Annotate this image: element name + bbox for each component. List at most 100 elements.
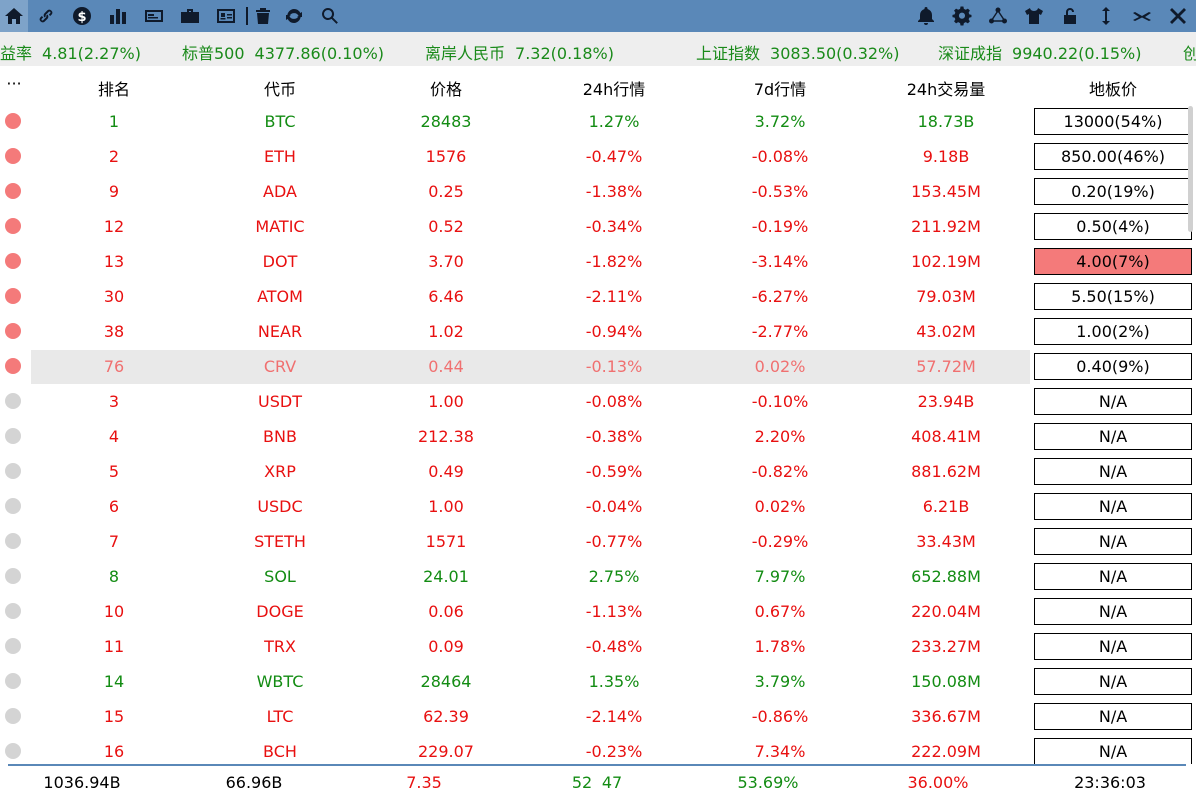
floor-price-field[interactable]: N/A (1034, 598, 1192, 625)
floor-price-field[interactable]: N/A (1034, 633, 1192, 660)
watch-dot-icon[interactable] (5, 743, 21, 759)
floor-price-field[interactable]: N/A (1034, 458, 1192, 485)
watch-dot-icon[interactable] (5, 113, 21, 129)
table-row[interactable]: 16 BCH 229.07 -0.23% 7.34% 222.09M N/A (0, 734, 1196, 764)
change-7d-cell: 0.67% (754, 602, 806, 621)
table-row[interactable]: 14 WBTC 28464 1.35% 3.79% 150.08M N/A (0, 664, 1196, 699)
ticker-item[interactable]: 标普500 4377.86(0.10%) (182, 40, 384, 64)
watch-dot-icon[interactable] (5, 498, 21, 514)
table-row[interactable]: 30 ATOM 6.46 -2.11% -6.27% 79.03M 5.50(15%) (0, 279, 1196, 314)
floor-price-field[interactable]: 1.00(2%) (1034, 318, 1192, 345)
theme-button[interactable] (1016, 0, 1052, 32)
change-7d-cell: 7.97% (754, 567, 806, 586)
watch-dot-icon[interactable] (5, 148, 21, 164)
delete-button[interactable] (250, 0, 276, 32)
rank-cell: 1 (108, 112, 120, 131)
header-volume-24h[interactable]: 24h交易量 (906, 80, 986, 99)
ticker-item[interactable]: 深证成指 9940.22(0.15%) (938, 40, 1142, 64)
table-row[interactable]: 38 NEAR 1.02 -0.94% -2.77% 43.02M 1.00(2%) (0, 314, 1196, 349)
dollar-button[interactable]: $ (64, 0, 100, 32)
header-coin[interactable]: 代币 (263, 80, 296, 99)
footer-pct-1: 53.69% (737, 773, 799, 792)
ticker-item[interactable]: 益率 4.81(2.27%) (0, 40, 141, 64)
table-row[interactable]: 2 ETH 1576 -0.47% -0.08% 9.18B 850.00(46%) (0, 139, 1196, 174)
ticker-item[interactable]: 离岸人民币 7.32(0.18%) (425, 40, 614, 64)
header-floor-price[interactable]: 地板价 (1088, 80, 1137, 99)
watch-dot-icon[interactable] (5, 183, 21, 199)
rank-cell: 11 (103, 637, 125, 656)
table-row[interactable]: 8 SOL 24.01 2.75% 7.97% 652.88M N/A (0, 559, 1196, 594)
minimize-button[interactable] (1124, 0, 1160, 32)
floor-price-field[interactable]: 5.50(15%) (1034, 283, 1192, 310)
floor-price-field[interactable]: 4.00(7%) (1034, 248, 1192, 275)
watch-dot-icon[interactable] (5, 533, 21, 549)
table-row[interactable]: 76 CRV 0.44 -0.13% 0.02% 57.72M 0.40(9%) (0, 349, 1196, 384)
table-row[interactable]: 15 LTC 62.39 -2.14% -0.86% 336.67M N/A (0, 699, 1196, 734)
table-row[interactable]: 13 DOT 3.70 -1.82% -3.14% 102.19M 4.00(7%) (0, 244, 1196, 279)
floor-price-field[interactable]: N/A (1034, 563, 1192, 590)
close-button[interactable] (1160, 0, 1196, 32)
table-row[interactable]: 11 TRX 0.09 -0.48% 1.78% 233.27M N/A (0, 629, 1196, 664)
floor-price-field[interactable]: N/A (1034, 703, 1192, 730)
table-row[interactable]: 4 BNB 212.38 -0.38% 2.20% 408.41M N/A (0, 419, 1196, 454)
lock-button[interactable] (1052, 0, 1088, 32)
header-change-7d[interactable]: 7d行情 (753, 80, 807, 99)
table-row[interactable]: 9 ADA 0.25 -1.38% -0.53% 153.45M 0.20(19%) (0, 174, 1196, 209)
table-row[interactable]: 5 XRP 0.49 -0.59% -0.82% 881.62M N/A (0, 454, 1196, 489)
card-button[interactable] (136, 0, 172, 32)
change-7d-cell: 2.20% (754, 427, 806, 446)
floor-price-field[interactable]: N/A (1034, 423, 1192, 450)
ticker-name: 上证指数 (696, 44, 761, 63)
watch-dot-icon[interactable] (5, 638, 21, 654)
ticker-item[interactable]: 上证指数 3083.50(0.32%) (696, 40, 900, 64)
watch-dot-icon[interactable] (5, 358, 21, 374)
watch-dot-icon[interactable] (5, 393, 21, 409)
floor-price-field[interactable]: N/A (1034, 493, 1192, 520)
watch-dot-icon[interactable] (5, 603, 21, 619)
refresh-button[interactable] (276, 0, 312, 32)
home-button[interactable] (0, 0, 28, 32)
table-row[interactable]: 10 DOGE 0.06 -1.13% 0.67% 220.04M N/A (0, 594, 1196, 629)
floor-price-field[interactable]: 0.20(19%) (1034, 178, 1192, 205)
floor-price-field[interactable]: 0.50(4%) (1034, 213, 1192, 240)
header-price[interactable]: 价格 (429, 80, 462, 99)
table-row[interactable]: 1 BTC 28483 1.27% 3.72% 18.73B 13000(54%) (0, 104, 1196, 139)
header-rank[interactable]: 排名 (97, 80, 130, 99)
search-button[interactable] (312, 0, 348, 32)
ticker-item[interactable]: 创 (1183, 40, 1196, 64)
floor-price-field[interactable]: N/A (1034, 668, 1192, 695)
id-card-button[interactable] (208, 0, 244, 32)
watch-dot-icon[interactable] (5, 253, 21, 269)
network-button[interactable] (980, 0, 1016, 32)
market-ticker: 益率 4.81(2.27%) 标普500 4377.86(0.10%) 离岸人民币 7.3… (0, 32, 1196, 66)
table-scrollbar[interactable] (1188, 106, 1193, 232)
chart-button[interactable] (100, 0, 136, 32)
floor-price-field[interactable]: 0.40(9%) (1034, 353, 1192, 380)
watch-dot-icon[interactable] (5, 568, 21, 584)
briefcase-button[interactable] (172, 0, 208, 32)
resize-button[interactable] (1088, 0, 1124, 32)
floor-price-field[interactable]: 13000(54%) (1034, 108, 1192, 135)
watch-dot-icon[interactable] (5, 428, 21, 444)
watch-dot-icon[interactable] (5, 463, 21, 479)
notifications-button[interactable] (908, 0, 944, 32)
floor-price-field[interactable]: 850.00(46%) (1034, 143, 1192, 170)
table-row[interactable]: 6 USDC 1.00 -0.04% 0.02% 6.21B N/A (0, 489, 1196, 524)
watch-dot-icon[interactable] (5, 708, 21, 724)
floor-price-field[interactable]: N/A (1034, 388, 1192, 415)
floor-price-field[interactable]: N/A (1034, 528, 1192, 555)
table-row[interactable]: 12 MATIC 0.52 -0.34% -0.19% 211.92M 0.50(4%) (0, 209, 1196, 244)
table-row[interactable]: 3 USDT 1.00 -0.08% -0.10% 23.94B N/A (0, 384, 1196, 419)
link-button[interactable] (28, 0, 64, 32)
watch-dot-icon[interactable] (5, 288, 21, 304)
watch-dot-icon[interactable] (5, 218, 21, 234)
settings-button[interactable] (944, 0, 980, 32)
coin-cell: USDC (257, 497, 303, 516)
column-menu[interactable]: ··· (6, 74, 22, 93)
header-change-24h[interactable]: 24h行情 (582, 80, 646, 99)
watch-dot-icon[interactable] (5, 323, 21, 339)
table-row[interactable]: 7 STETH 1571 -0.77% -0.29% 33.43M N/A (0, 524, 1196, 559)
change-24h-cell: -2.14% (585, 707, 643, 726)
watch-dot-icon[interactable] (5, 673, 21, 689)
floor-price-field[interactable]: N/A (1034, 738, 1192, 764)
